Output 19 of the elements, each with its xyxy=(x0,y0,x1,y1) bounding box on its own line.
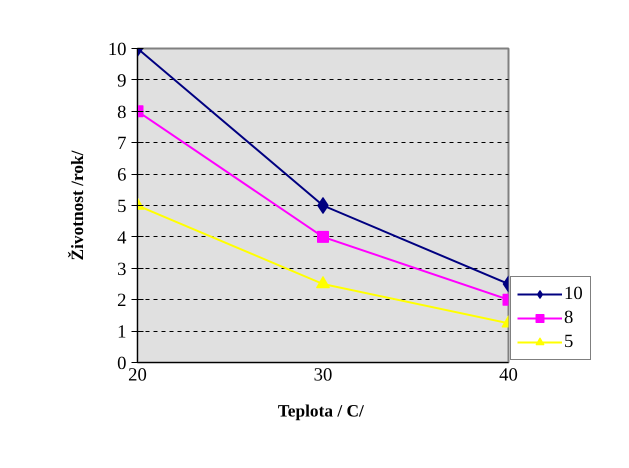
legend-label: 5 xyxy=(564,331,574,353)
y-tick-label: 1 xyxy=(117,322,126,343)
y-tick-label: 2 xyxy=(117,290,126,312)
y-tick-label: 4 xyxy=(117,227,128,248)
y-tick-label: 10 xyxy=(108,39,126,60)
legend-label: 10 xyxy=(564,283,584,305)
x-axis-title: Teplota / C/ xyxy=(278,402,364,420)
x-tick-label: 20 xyxy=(128,364,147,386)
y-tick-label: 6 xyxy=(117,164,126,186)
y-tick-label: 7 xyxy=(117,133,126,154)
y-axis-title: Životnost /rok/ xyxy=(66,150,87,260)
y-tick-label: 8 xyxy=(117,102,126,123)
y-tick-label: 0 xyxy=(117,353,126,374)
x-tick-label: 40 xyxy=(499,364,518,386)
y-tick-label: 3 xyxy=(117,258,126,280)
legend-label: 8 xyxy=(564,307,574,329)
y-tick-label: 9 xyxy=(117,70,126,92)
x-tick-label: 30 xyxy=(314,364,332,386)
y-tick-label: 5 xyxy=(117,196,126,217)
